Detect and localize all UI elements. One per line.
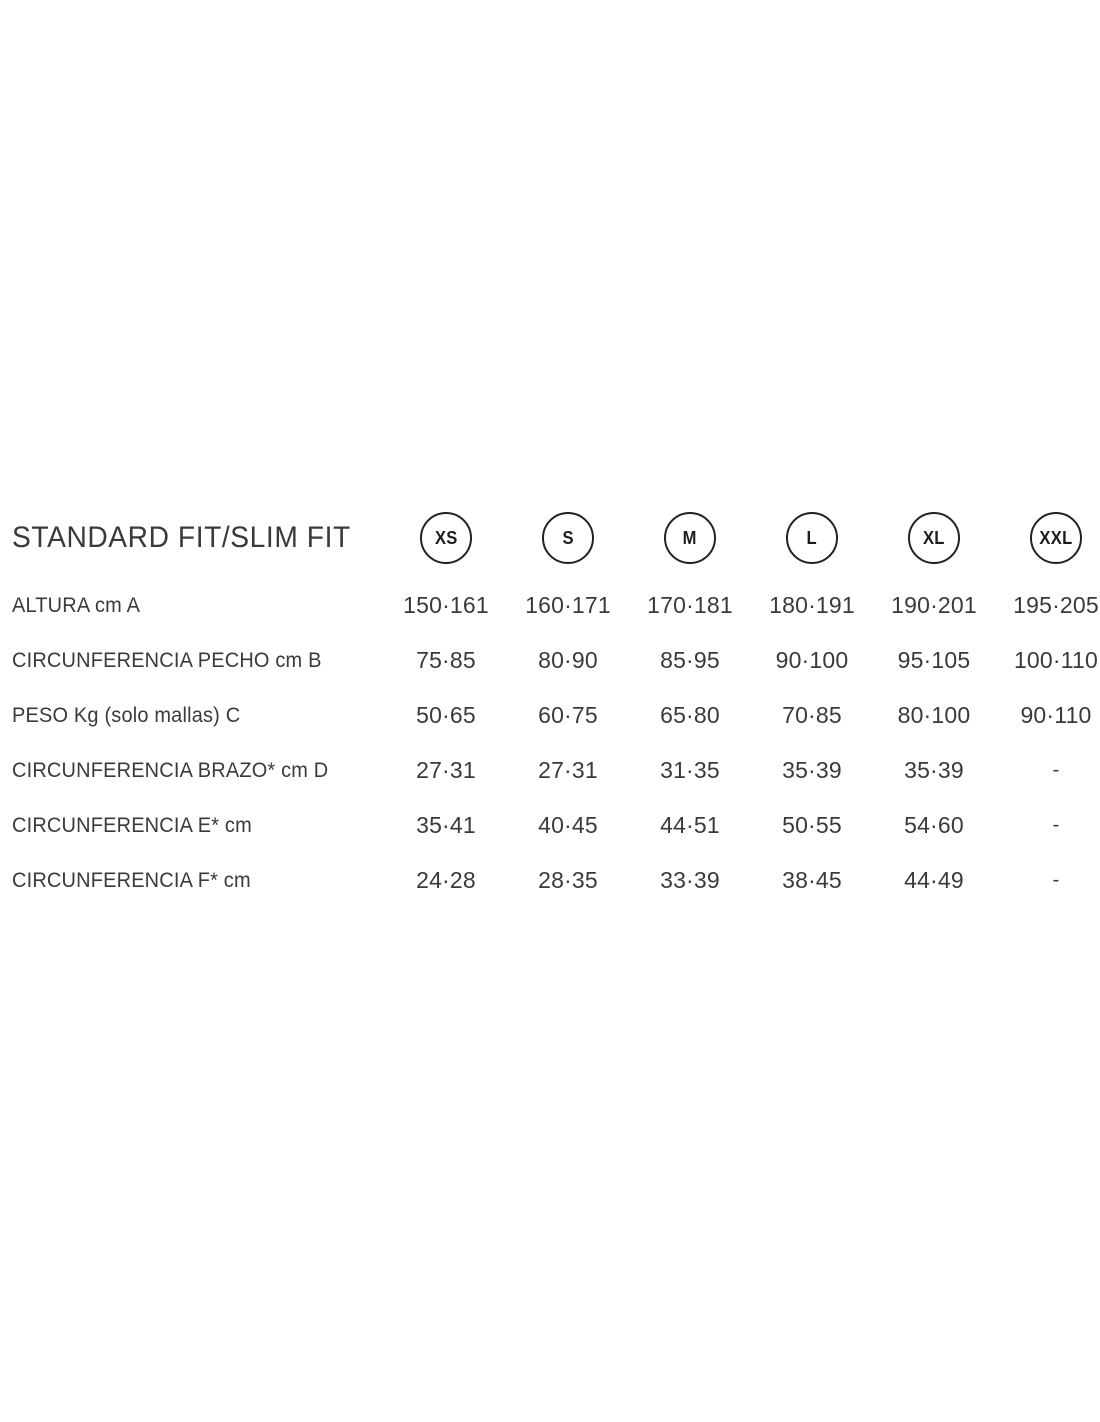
- size-header-l: L: [751, 498, 873, 578]
- cell-brazo-xl: 35·39: [904, 757, 964, 783]
- size-header-xl: XL: [873, 498, 995, 578]
- cell-altura-l: 180·191: [769, 592, 855, 618]
- cell-altura-xl: 190·201: [891, 592, 977, 618]
- size-circle-icon: S: [542, 512, 594, 564]
- table-row: CIRCUNFERENCIA E* cm 35·41 40·45 44·51 5…: [12, 798, 1100, 853]
- table-row: PESO Kg (solo mallas) C 50·65 60·75 65·8…: [12, 688, 1100, 743]
- size-label-xs: XS: [434, 528, 458, 548]
- cell-pecho-xs: 75·85: [416, 647, 476, 673]
- cell-altura-xs: 150·161: [403, 592, 489, 618]
- size-table: STANDARD FIT/SLIM FIT XS S M: [12, 498, 1100, 908]
- cell-e-xl: 54·60: [904, 812, 964, 838]
- size-circle-icon: XS: [420, 512, 472, 564]
- cell-brazo-s: 27·31: [538, 757, 598, 783]
- cell-f-xs: 24·28: [416, 867, 476, 893]
- cell-f-s: 28·35: [538, 867, 598, 893]
- cell-pecho-xxl: 100·110: [1013, 647, 1099, 673]
- cell-e-s: 40·45: [538, 812, 598, 838]
- cell-peso-xl: 80·100: [897, 702, 971, 728]
- cell-peso-s: 60·75: [538, 702, 598, 728]
- cell-f-l: 38·45: [782, 867, 842, 893]
- cell-f-xxl: -: [1052, 869, 1060, 891]
- table-header-row: STANDARD FIT/SLIM FIT XS S M: [12, 498, 1100, 578]
- size-header-s: S: [507, 498, 629, 578]
- table-row: CIRCUNFERENCIA PECHO cm B 75·85 80·90 85…: [12, 633, 1100, 688]
- table-row: CIRCUNFERENCIA F* cm 24·28 28·35 33·39 3…: [12, 853, 1100, 908]
- size-header-m: M: [629, 498, 751, 578]
- cell-altura-s: 160·171: [525, 592, 611, 618]
- cell-peso-xs: 50·65: [416, 702, 476, 728]
- size-header-xxl: XXL: [995, 498, 1100, 578]
- size-label-xxl: XXL: [1039, 528, 1073, 548]
- size-circle-icon: XL: [908, 512, 960, 564]
- cell-pecho-s: 80·90: [538, 647, 598, 673]
- cell-e-m: 44·51: [660, 812, 720, 838]
- size-circle-icon: M: [664, 512, 716, 564]
- cell-altura-xxl: 195·205: [1013, 592, 1099, 618]
- measurement-label-e: CIRCUNFERENCIA E* cm: [12, 813, 252, 837]
- size-label-xl: XL: [923, 528, 945, 548]
- size-label-m: M: [682, 528, 698, 548]
- cell-e-xs: 35·41: [416, 812, 476, 838]
- size-circle-icon: XXL: [1030, 512, 1082, 564]
- cell-altura-m: 170·181: [647, 592, 733, 618]
- measurement-label-peso: PESO Kg (solo mallas) C: [12, 703, 241, 727]
- measurement-label-brazo: CIRCUNFERENCIA BRAZO* cm D: [12, 758, 329, 782]
- table-row: CIRCUNFERENCIA BRAZO* cm D 27·31 27·31 3…: [12, 743, 1100, 798]
- cell-peso-l: 70·85: [782, 702, 842, 728]
- cell-pecho-m: 85·95: [660, 647, 720, 673]
- measurement-label-altura: ALTURA cm A: [12, 593, 141, 617]
- cell-brazo-xxl: -: [1052, 759, 1060, 781]
- cell-brazo-m: 31·35: [660, 757, 720, 783]
- size-label-s: S: [562, 528, 574, 548]
- cell-brazo-l: 35·39: [782, 757, 842, 783]
- cell-peso-xxl: 90·110: [1020, 702, 1092, 728]
- size-header-xs: XS: [385, 498, 507, 578]
- size-label-l: L: [806, 528, 818, 548]
- table-row: ALTURA cm A 150·161 160·171 170·181 180·…: [12, 578, 1100, 633]
- cell-brazo-xs: 27·31: [416, 757, 476, 783]
- cell-f-xl: 44·49: [904, 867, 964, 893]
- measurement-label-f: CIRCUNFERENCIA F* cm: [12, 868, 251, 892]
- cell-e-xxl: -: [1052, 814, 1060, 836]
- measurement-label-pecho: CIRCUNFERENCIA PECHO cm B: [12, 648, 322, 672]
- size-circle-icon: L: [786, 512, 838, 564]
- cell-f-m: 33·39: [660, 867, 720, 893]
- cell-e-l: 50·55: [782, 812, 842, 838]
- page-title: STANDARD FIT/SLIM FIT: [12, 521, 351, 554]
- cell-pecho-xl: 95·105: [897, 647, 971, 673]
- cell-pecho-l: 90·100: [775, 647, 849, 673]
- cell-peso-m: 65·80: [660, 702, 720, 728]
